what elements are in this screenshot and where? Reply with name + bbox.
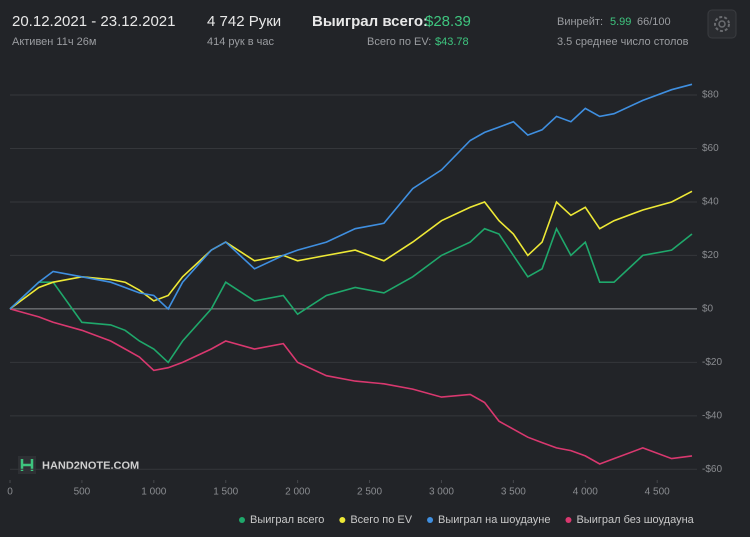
series-line bbox=[9, 83, 693, 311]
ev-value: $43.78 bbox=[435, 36, 469, 48]
avg-tables: 3.5 среднее число столов bbox=[557, 36, 689, 48]
x-tick-label: 0 bbox=[7, 487, 13, 498]
watermark: HAND2NOTE.COM bbox=[18, 456, 139, 474]
legend-marker bbox=[239, 517, 245, 523]
settings-button[interactable] bbox=[707, 9, 737, 39]
y-tick-label: -$40 bbox=[702, 410, 722, 421]
y-tick-label: -$20 bbox=[702, 357, 722, 368]
winrate-label: Винрейт: bbox=[557, 16, 603, 28]
x-tick-label: 3 500 bbox=[501, 487, 526, 498]
x-tick-label: 2 500 bbox=[357, 487, 382, 498]
won-value: $28.39 bbox=[425, 13, 471, 30]
x-tick-label: 1 000 bbox=[141, 487, 166, 498]
legend-label: Выиграл всего bbox=[250, 514, 324, 526]
x-tick-label: 4 000 bbox=[573, 487, 598, 498]
x-tick-label: 4 500 bbox=[645, 487, 670, 498]
hands: 4 742 Руки bbox=[207, 13, 281, 30]
date-range: 20.12.2021 - 23.12.2021 bbox=[12, 13, 175, 30]
legend-label: Всего по EV bbox=[350, 514, 412, 526]
legend-marker bbox=[339, 517, 346, 523]
y-tick-label: $20 bbox=[702, 250, 719, 261]
legend-label: Выиграл на шоудауне bbox=[438, 514, 550, 526]
y-tick-label: $60 bbox=[702, 143, 719, 154]
series-line bbox=[9, 226, 693, 364]
y-tick-label: $40 bbox=[702, 197, 719, 208]
x-tick-label: 1 500 bbox=[213, 487, 238, 498]
winrate-sample: 66/100 bbox=[637, 16, 671, 28]
ev-label: Всего по EV: bbox=[367, 36, 431, 48]
x-tick-label: 2 000 bbox=[285, 487, 310, 498]
legend-marker bbox=[565, 517, 572, 523]
hands-per-hour: 414 рук в час bbox=[207, 36, 275, 48]
y-tick-label: $80 bbox=[702, 90, 719, 101]
watermark-text: HAND2NOTE.COM bbox=[42, 460, 139, 472]
series-line bbox=[9, 190, 693, 310]
x-tick-label: 500 bbox=[74, 487, 91, 498]
legend-label: Выиграл без шоудауна bbox=[576, 514, 694, 526]
winrate-value: 5.99 bbox=[610, 16, 631, 28]
active-time: Активен 11ч 26м bbox=[12, 36, 96, 48]
series-line bbox=[9, 308, 693, 465]
legend-marker bbox=[427, 517, 434, 523]
won-label: Выиграл всего: bbox=[312, 13, 428, 30]
y-tick-label: -$60 bbox=[702, 464, 722, 475]
y-tick-label: $0 bbox=[702, 304, 714, 315]
x-tick-label: 3 000 bbox=[429, 487, 454, 498]
